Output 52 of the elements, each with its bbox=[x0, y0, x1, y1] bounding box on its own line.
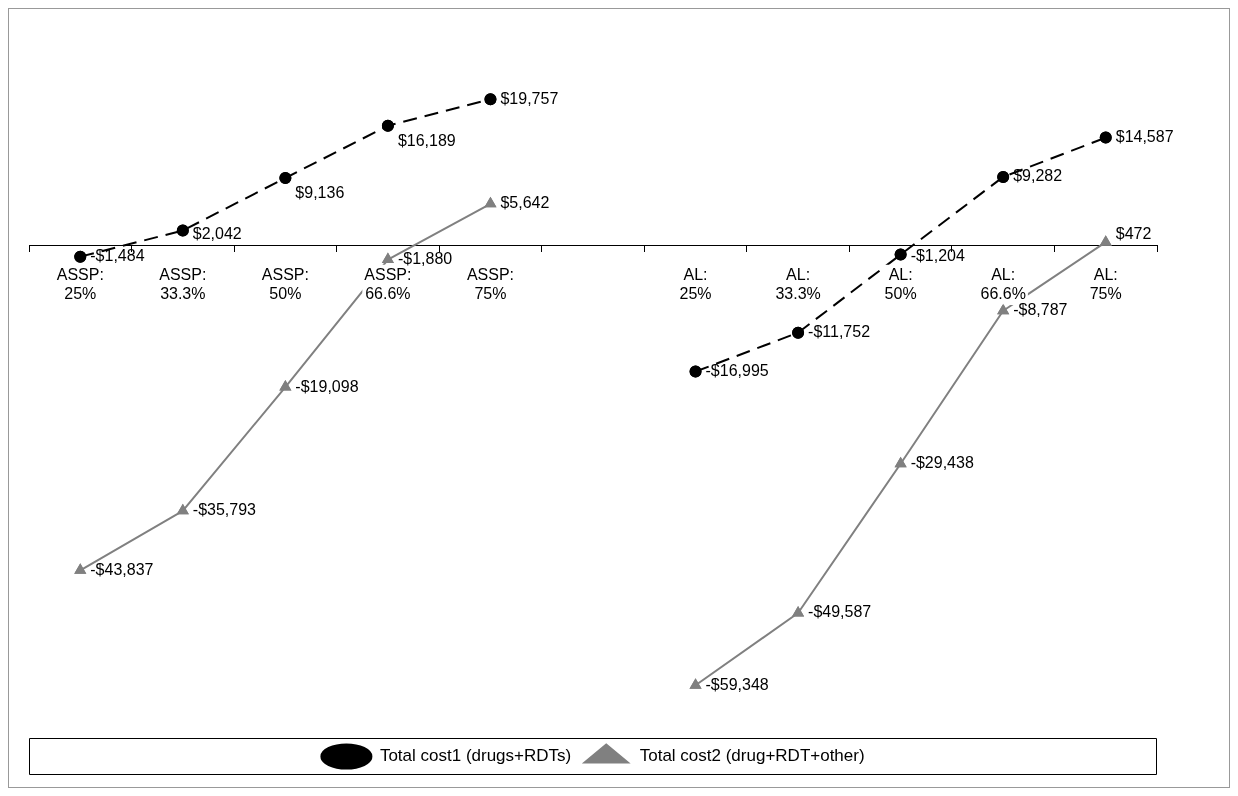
data-label: -$8,787 bbox=[1013, 301, 1068, 319]
legend-label: Total cost1 (drugs+RDTs) bbox=[379, 746, 572, 766]
x-tick-label: ASSP: 75% bbox=[466, 265, 515, 302]
point bbox=[690, 679, 701, 689]
data-label: -$29,438 bbox=[910, 454, 974, 472]
point bbox=[485, 197, 496, 208]
x-tick-label: ASSP: 33.3% bbox=[159, 265, 207, 302]
point bbox=[74, 250, 87, 263]
data-label: -$43,837 bbox=[90, 560, 154, 578]
data-label: $16,189 bbox=[397, 132, 456, 150]
point bbox=[74, 564, 86, 574]
point bbox=[689, 365, 702, 378]
data-label: -$35,793 bbox=[192, 501, 257, 519]
data-label: $19,757 bbox=[500, 89, 559, 107]
point bbox=[382, 253, 394, 264]
data-label: $9,136 bbox=[295, 184, 345, 202]
data-label: -$19,098 bbox=[295, 377, 359, 395]
point bbox=[280, 381, 291, 391]
data-label: -$11,752 bbox=[808, 323, 871, 341]
x-tick-label: AL: 66.6% bbox=[980, 265, 1026, 302]
data-label: -$1,880 bbox=[397, 249, 453, 267]
data-label: $9,282 bbox=[1013, 167, 1063, 185]
x-tick-label: ASSP: 25% bbox=[56, 265, 104, 302]
data-label: $2,042 bbox=[192, 225, 242, 243]
x-tick-label: AL: 33.3% bbox=[775, 265, 821, 302]
x-tick-label: AL: 75% bbox=[1089, 265, 1122, 302]
data-label: -$1,484 bbox=[90, 247, 145, 265]
point bbox=[997, 170, 1010, 183]
point bbox=[792, 606, 804, 617]
legend-label: Total cost2 (drug+RDT+other) bbox=[639, 746, 865, 766]
point bbox=[177, 504, 189, 515]
point bbox=[484, 93, 497, 106]
point bbox=[894, 248, 907, 261]
point bbox=[895, 457, 906, 468]
x-tick-label: AL: 25% bbox=[679, 265, 712, 302]
data-label: $14,587 bbox=[1115, 128, 1174, 146]
data-label: -$1,204 bbox=[910, 247, 965, 265]
point bbox=[792, 326, 805, 339]
data-label: $5,642 bbox=[500, 194, 550, 212]
point bbox=[1099, 131, 1112, 144]
x-tick-label: ASSP: 50% bbox=[261, 265, 309, 302]
point bbox=[1100, 236, 1112, 246]
data-label: -$49,587 bbox=[808, 603, 872, 621]
point bbox=[997, 304, 1009, 315]
point bbox=[176, 224, 189, 237]
x-tick-label: AL: 50% bbox=[884, 265, 917, 302]
data-label: $472 bbox=[1115, 225, 1152, 243]
x-tick-label: ASSP: 66.6% bbox=[364, 265, 412, 302]
data-label: -$59,348 bbox=[705, 675, 769, 693]
data-label: -$16,995 bbox=[705, 361, 769, 379]
point bbox=[381, 119, 394, 132]
point bbox=[279, 171, 292, 184]
